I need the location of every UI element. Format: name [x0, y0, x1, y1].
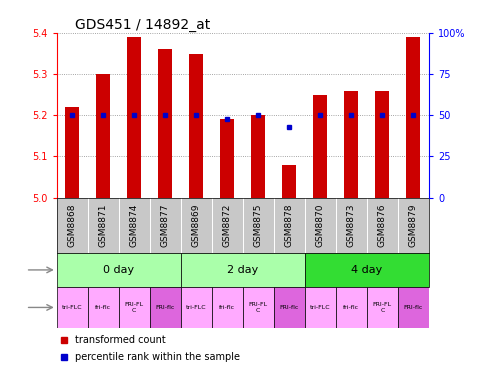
- Bar: [367, 287, 398, 328]
- Bar: [57, 287, 88, 328]
- Text: FRI-FL
C: FRI-FL C: [373, 302, 392, 313]
- Text: 2 day: 2 day: [227, 265, 258, 275]
- Bar: [375, 91, 389, 198]
- Text: percentile rank within the sample: percentile rank within the sample: [75, 352, 240, 362]
- Bar: [127, 37, 141, 198]
- Bar: [336, 287, 367, 328]
- Text: fri-flc: fri-flc: [219, 305, 235, 310]
- Bar: [243, 287, 274, 328]
- Bar: [274, 287, 305, 328]
- Bar: [96, 74, 110, 198]
- Text: GSM8879: GSM8879: [409, 203, 418, 247]
- Bar: [119, 287, 150, 328]
- Text: GSM8875: GSM8875: [254, 203, 263, 247]
- Text: fri-flc: fri-flc: [95, 305, 111, 310]
- Text: 0 day: 0 day: [103, 265, 134, 275]
- Text: GSM8877: GSM8877: [161, 203, 170, 247]
- Bar: [220, 119, 234, 198]
- Bar: [181, 287, 212, 328]
- Bar: [150, 287, 181, 328]
- Bar: [181, 253, 305, 287]
- Text: tri-FLC: tri-FLC: [62, 305, 82, 310]
- Text: 4 day: 4 day: [351, 265, 383, 275]
- Text: GSM8872: GSM8872: [223, 203, 232, 247]
- Text: FRI-FL
C: FRI-FL C: [125, 302, 144, 313]
- Bar: [88, 287, 119, 328]
- Bar: [189, 53, 203, 198]
- Bar: [251, 115, 265, 198]
- Text: GSM8874: GSM8874: [130, 203, 139, 247]
- Bar: [305, 287, 336, 328]
- Text: FRI-flc: FRI-flc: [280, 305, 299, 310]
- Text: GSM8878: GSM8878: [285, 203, 294, 247]
- Bar: [212, 287, 243, 328]
- Text: GSM8873: GSM8873: [347, 203, 356, 247]
- Bar: [57, 253, 181, 287]
- Bar: [282, 165, 296, 198]
- Text: transformed count: transformed count: [75, 335, 166, 346]
- Text: tri-FLC: tri-FLC: [310, 305, 331, 310]
- Text: tri-FLC: tri-FLC: [186, 305, 207, 310]
- Text: GDS451 / 14892_at: GDS451 / 14892_at: [75, 18, 211, 32]
- Text: FRI-flc: FRI-flc: [404, 305, 423, 310]
- Text: GSM8868: GSM8868: [68, 203, 77, 247]
- Bar: [314, 95, 327, 198]
- Text: FRI-flc: FRI-flc: [156, 305, 175, 310]
- Text: GSM8871: GSM8871: [99, 203, 108, 247]
- Text: GSM8869: GSM8869: [192, 203, 201, 247]
- Bar: [158, 49, 172, 198]
- Text: GSM8870: GSM8870: [316, 203, 325, 247]
- Bar: [65, 107, 79, 198]
- Bar: [345, 91, 358, 198]
- Bar: [406, 37, 421, 198]
- Text: fri-flc: fri-flc: [343, 305, 359, 310]
- Bar: [305, 253, 429, 287]
- Text: FRI-FL
C: FRI-FL C: [249, 302, 268, 313]
- Bar: [398, 287, 429, 328]
- Text: GSM8876: GSM8876: [378, 203, 387, 247]
